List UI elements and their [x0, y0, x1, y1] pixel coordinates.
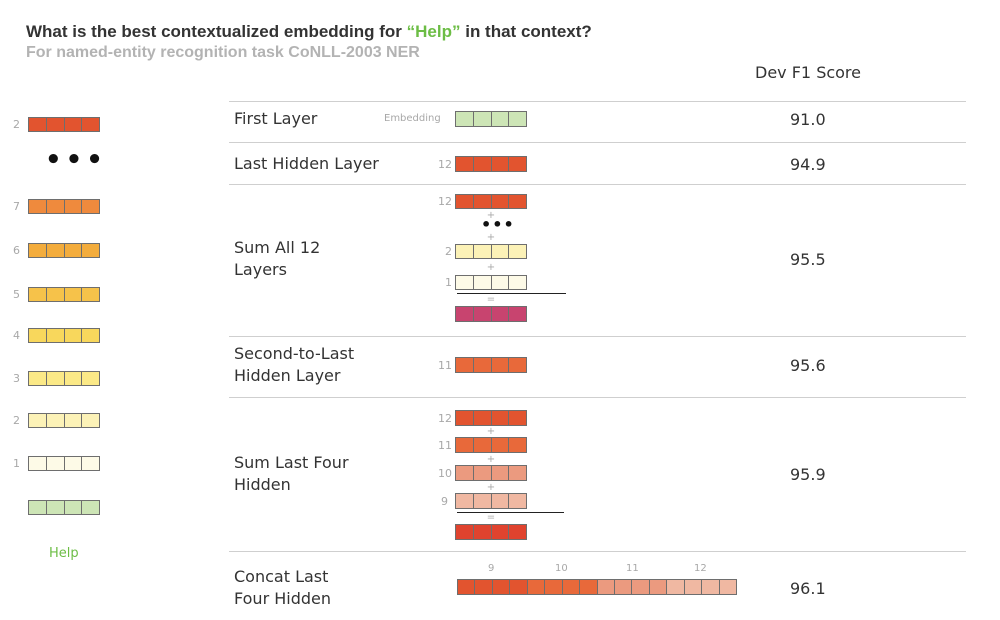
row-score: 91.0	[790, 110, 826, 129]
vector-label: Embedding	[384, 113, 441, 124]
stack-label-3: 3	[13, 372, 20, 385]
concat-vector	[457, 579, 737, 595]
plus-sign: +	[486, 454, 496, 465]
row-label: Last Hidden Layer	[234, 154, 379, 173]
row-label: Second-to-Last Hidden Layer	[234, 344, 355, 385]
stack-vector-5	[28, 287, 100, 302]
plus-sign: +	[486, 232, 496, 243]
ellipsis: •••	[481, 215, 515, 234]
layer-12-vector	[455, 410, 527, 426]
segment-label: 12	[694, 563, 707, 574]
layer-11-vector	[455, 437, 527, 453]
title-close-quote: ”	[452, 22, 461, 41]
row-score: 95.5	[790, 250, 826, 269]
diagram-title: What is the best contextualized embeddin…	[26, 22, 592, 42]
vector-label: 11	[438, 359, 452, 372]
layer-9-vector	[455, 493, 527, 509]
plus-sign: +	[486, 262, 496, 273]
layer-12-vector	[455, 194, 527, 209]
vector-label: 10	[438, 467, 452, 480]
stack-vector-3	[28, 371, 100, 386]
vector-label: 12	[438, 158, 452, 171]
layer-1-vector	[455, 275, 527, 290]
stack-vector-embedding	[28, 500, 100, 515]
plus-sign: +	[486, 482, 496, 493]
stack-label-top: 2	[13, 118, 20, 131]
vector-label: 9	[441, 495, 448, 508]
layer-12-vector	[455, 156, 527, 172]
stack-label-1: 1	[13, 457, 20, 470]
title-suffix: in that context?	[460, 22, 592, 41]
title-open-quote: “	[406, 22, 416, 41]
stack-vector-top	[28, 117, 100, 132]
segment-label: 11	[626, 563, 639, 574]
title-highlight-word: Help	[415, 22, 452, 41]
row-label: Sum All 12 Layers	[234, 238, 321, 279]
input-word-label: Help	[49, 546, 79, 561]
row-score: 95.6	[790, 356, 826, 375]
sum-line	[457, 293, 566, 294]
score-column-header: Dev F1 Score	[755, 63, 861, 82]
plus-sign: +	[486, 210, 496, 221]
layer-10-vector	[455, 465, 527, 481]
sum-result-vector	[455, 306, 527, 322]
row-divider	[229, 397, 966, 398]
diagram-subtitle: For named-entity recognition task CoNLL-…	[26, 44, 420, 61]
row-divider	[229, 101, 966, 102]
stack-ellipsis: •••	[45, 145, 107, 175]
vector-label: 1	[445, 276, 452, 289]
stack-label-4: 4	[13, 329, 20, 342]
equals-sign: =	[486, 294, 496, 305]
row-label: Sum Last Four Hidden	[234, 453, 349, 494]
vector-label: 12	[438, 412, 452, 425]
row-score: 95.9	[790, 465, 826, 484]
row-score: 96.1	[790, 579, 826, 598]
layer-11-vector	[455, 357, 527, 373]
row-divider	[229, 551, 966, 552]
vector-label: 11	[438, 439, 452, 452]
stack-vector-4	[28, 328, 100, 343]
segment-label: 9	[488, 563, 495, 574]
row-divider	[229, 142, 966, 143]
row-label: First Layer	[234, 109, 318, 128]
segment-label: 10	[555, 563, 568, 574]
stack-vector-1	[28, 456, 100, 471]
stack-label-6: 6	[13, 244, 20, 257]
stack-label-5: 5	[13, 288, 20, 301]
layer-2-vector	[455, 244, 527, 259]
plus-sign: +	[486, 426, 496, 437]
row-divider	[229, 184, 966, 185]
stack-label-7: 7	[13, 200, 20, 213]
stack-vector-6	[28, 243, 100, 258]
stack-vector-7	[28, 199, 100, 214]
stack-label-2: 2	[13, 414, 20, 427]
row-label: Concat Last Four Hidden	[234, 567, 331, 608]
embedding-vector	[455, 111, 527, 127]
sum-line	[457, 512, 564, 513]
vector-label: 2	[445, 245, 452, 258]
vector-label: 12	[438, 195, 452, 208]
stack-vector-2	[28, 413, 100, 428]
row-score: 94.9	[790, 155, 826, 174]
equals-sign: =	[486, 512, 496, 523]
row-divider	[229, 336, 966, 337]
title-prefix: What is the best contextualized embeddin…	[26, 22, 407, 41]
sum-result-vector	[455, 524, 527, 540]
